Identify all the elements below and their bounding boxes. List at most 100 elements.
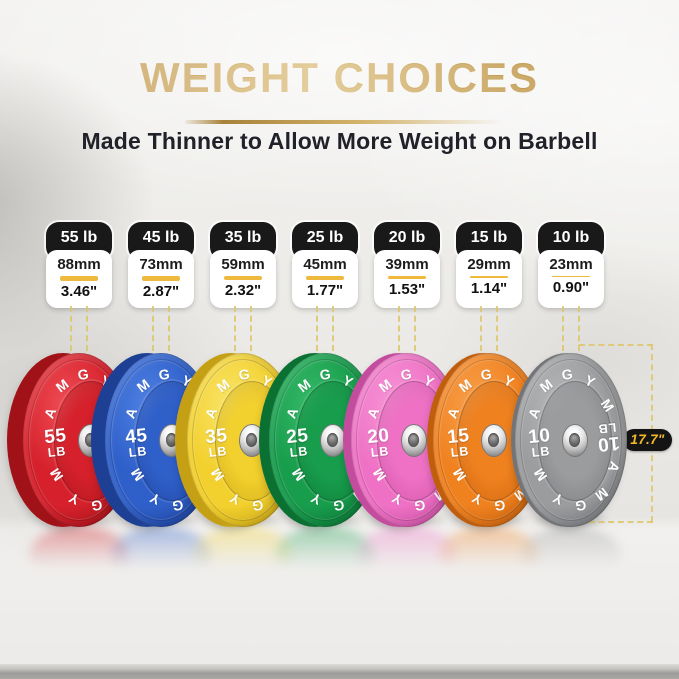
thickness-inches: 3.46" <box>60 283 98 300</box>
brand-arc-top-letter: G <box>399 365 413 383</box>
brand-arc-bottom-letter: Y <box>147 489 164 508</box>
center-hub <box>401 424 427 457</box>
thickness-panel: 39mm 1.53" <box>374 250 440 308</box>
brand-arc-bottom-letter: M <box>369 465 390 485</box>
leader-line-right <box>414 306 416 351</box>
brand-arc-bottom-letter: G <box>171 497 185 515</box>
thickness-inches: 2.87" <box>142 283 180 300</box>
weight-marking-left: 20 LB <box>366 425 392 460</box>
thickness-inches: 1.77" <box>306 282 344 299</box>
thickness-mm: 59mm <box>221 256 265 273</box>
weight-marking-left: 45 LB <box>124 425 150 460</box>
brand-arc-top-letter: G <box>76 365 90 383</box>
leader-line-right <box>332 306 334 351</box>
thickness-divider <box>60 276 98 281</box>
brand-arc-bottom-letter: G <box>332 497 346 515</box>
weight-unit: LB <box>596 420 617 436</box>
thickness-mm: 23mm <box>549 256 593 273</box>
thickness-mm: 73mm <box>139 256 183 273</box>
thickness-mm: 45mm <box>303 256 347 273</box>
brand-arc-top-letter: A <box>201 405 221 421</box>
brand-arc-bottom-letter: M <box>449 465 470 485</box>
brand-arc-top-letter: M <box>214 376 234 396</box>
spec-card-45lb: 45 lb 73mm 2.87" <box>128 222 194 308</box>
brand-arc-top-letter: M <box>295 376 315 396</box>
diameter-measure-line-top <box>579 344 653 346</box>
thickness-mm: 39mm <box>385 256 429 273</box>
thickness-panel: 73mm 2.87" <box>128 250 194 308</box>
center-hole <box>327 433 338 447</box>
weight-marking-left: 25 LB <box>285 425 311 460</box>
thickness-divider <box>388 276 426 279</box>
leader-line-left <box>398 306 400 351</box>
brand-arc-top-letter: A <box>40 405 60 421</box>
plate-reflection <box>275 526 375 576</box>
weight-marking-left: 15 LB <box>446 425 472 460</box>
leader-line-right <box>496 306 498 351</box>
leader-line-left <box>234 306 236 351</box>
spec-card-15lb: 15 lb 29mm 1.14" <box>456 222 522 308</box>
brand-arc-top-letter: A <box>282 405 302 421</box>
leader-line-left <box>480 306 482 351</box>
brand-arc-top-letter: G <box>318 365 332 383</box>
diameter-badge: 17.7" <box>623 429 672 451</box>
thickness-panel: 23mm 0.90" <box>538 250 604 308</box>
weight-unit: LB <box>289 444 310 460</box>
plate-reflection <box>357 526 457 576</box>
brand-arc-bottom-letter: G <box>574 497 588 515</box>
plate-reflection <box>521 526 621 576</box>
plate-reflection <box>29 526 129 576</box>
weight-unit: LB <box>370 444 391 460</box>
thickness-inches: 1.14" <box>470 280 508 297</box>
thickness-inches: 1.53" <box>388 281 426 298</box>
leader-line-right <box>86 306 88 351</box>
weight-unit: LB <box>531 444 552 460</box>
brand-arc-bottom-letter: M <box>207 465 228 485</box>
spec-card-25lb: 25 lb 45mm 1.77" <box>292 222 358 308</box>
brand-arc-bottom-letter: M <box>591 484 611 504</box>
page-subtitle: Made Thinner to Allow More Weight on Bar… <box>81 128 598 154</box>
weight-marking-right: 10 LB <box>595 420 621 456</box>
brand-arc-top-letter: A <box>443 405 463 421</box>
plate-reflection <box>111 526 211 576</box>
brand-arc-bottom-letter: A <box>604 459 624 475</box>
brand-arc-top-letter: G <box>560 365 574 383</box>
center-hub <box>562 424 588 457</box>
brand-arc-bottom-letter: Y <box>389 489 406 508</box>
plate-reflection <box>193 526 293 576</box>
brand-arc-top-letter: Y <box>581 372 598 391</box>
center-hole <box>488 433 499 447</box>
brand-arc-bottom-letter: M <box>288 465 309 485</box>
diameter-measure-line-bottom <box>579 521 653 523</box>
weight-unit: LB <box>128 444 149 460</box>
bumper-plate-10lb: A M G Y M M Y G M A 10 LB 10 LB <box>511 353 627 527</box>
thickness-mm: 29mm <box>467 256 511 273</box>
brand-arc-top-letter: G <box>157 365 171 383</box>
thickness-panel: 45mm 1.77" <box>292 250 358 308</box>
thickness-divider <box>224 276 262 280</box>
thickness-panel: 29mm 1.14" <box>456 250 522 308</box>
brand-arc-top-letter: M <box>376 376 396 396</box>
brand-arc-bottom-letter: Y <box>66 489 83 508</box>
brand-arc-bottom-letter: M <box>530 465 551 485</box>
leader-line-right <box>250 306 252 351</box>
brand-arc-bottom-letter: Y <box>308 489 325 508</box>
weight-unit: LB <box>47 444 68 460</box>
brand-arc-bottom-letter: G <box>251 497 265 515</box>
floor-edge-band <box>0 664 679 679</box>
brand-arc-bottom-letter: G <box>413 497 427 515</box>
center-hub <box>481 424 507 457</box>
leader-line-left <box>562 306 564 351</box>
brand-arc-top-letter: A <box>363 405 383 421</box>
thickness-panel: 88mm 3.46" <box>46 250 112 308</box>
brand-arc-bottom-letter: G <box>90 497 104 515</box>
brand-arc-top-letter: M <box>537 376 557 396</box>
weight-marking-left: 10 LB <box>527 425 553 460</box>
spec-card-10lb: 10 lb 23mm 0.90" <box>538 222 604 308</box>
brand-arc-bottom-letter: G <box>493 497 507 515</box>
thickness-divider <box>552 276 590 277</box>
weight-number: 10 <box>596 431 621 456</box>
brand-arc-top-letter: M <box>456 376 476 396</box>
leader-line-right <box>168 306 170 351</box>
